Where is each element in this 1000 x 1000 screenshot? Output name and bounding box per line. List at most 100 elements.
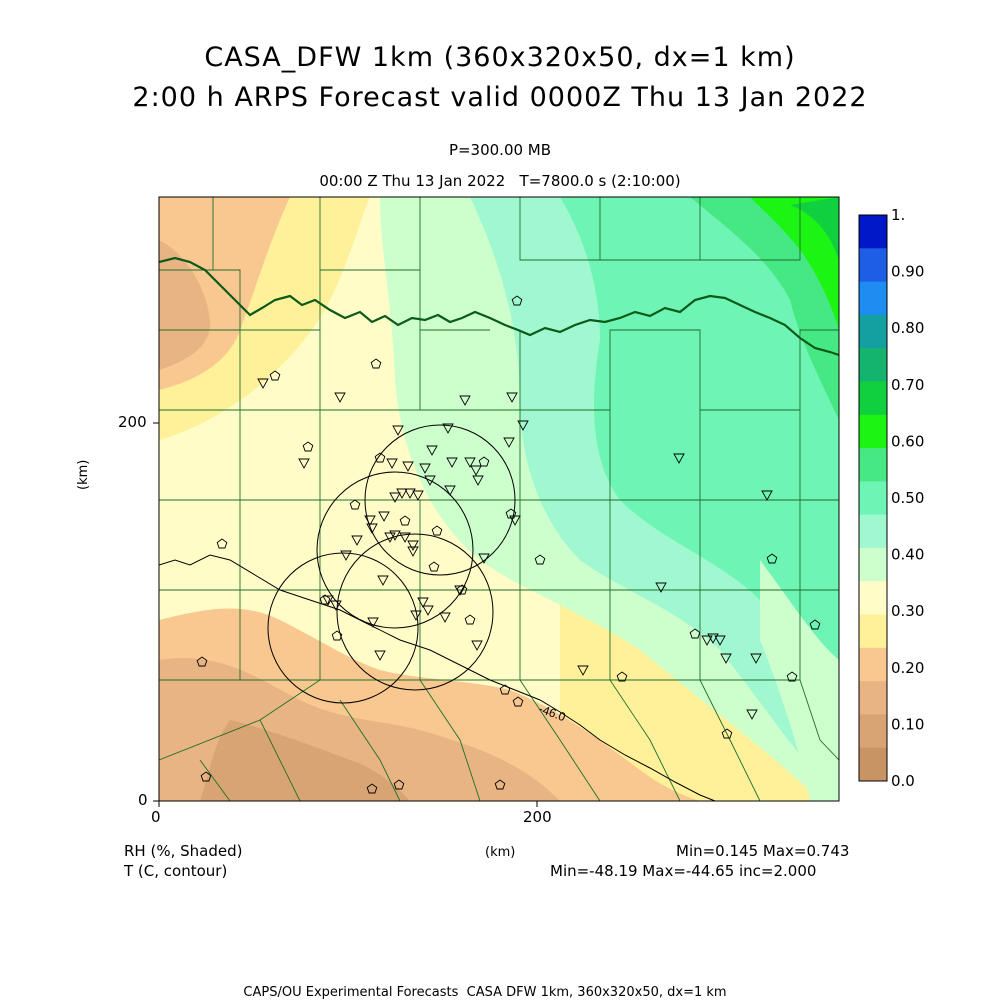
legend-label: 0.40 — [891, 546, 924, 564]
legend-label: 0.0 — [891, 772, 915, 790]
radar-ring — [316, 471, 474, 629]
legend-swatch — [859, 215, 887, 249]
radar-ring — [364, 424, 516, 576]
station-pentagon — [370, 358, 382, 369]
station-triangle — [442, 423, 454, 434]
station-triangle — [386, 458, 398, 469]
station-pentagon — [616, 671, 628, 682]
station-triangle — [517, 420, 529, 431]
station-triangle — [399, 532, 411, 543]
radar-range-rings — [267, 424, 516, 704]
station-pentagon — [196, 656, 208, 667]
station-triangle — [366, 523, 378, 534]
plot-title: CASA_DFW 1km (360x320x50, dx=1 km) — [204, 42, 796, 73]
station-triangle — [446, 457, 458, 468]
station-triangle — [419, 463, 431, 474]
legend-labels: 1. 0.90 0.80 0.70 0.60 0.50 0.40 0.30 0.20 0.10 0.… — [891, 206, 924, 790]
legend-swatch — [859, 514, 887, 549]
station-triangle — [439, 612, 451, 623]
station-pentagon — [511, 295, 523, 306]
y-axis-unit: (km) — [76, 459, 91, 490]
station-triangle — [374, 650, 386, 661]
station-triangle — [417, 597, 429, 608]
legend-label: 0.90 — [891, 263, 924, 281]
station-triangle — [424, 475, 436, 486]
station-triangle — [746, 709, 758, 720]
station-triangle — [459, 395, 471, 406]
station-pentagon — [200, 771, 212, 782]
station-pentagon — [464, 614, 476, 625]
legend-swatch — [859, 248, 887, 283]
station-triangle — [378, 511, 390, 522]
station-triangle — [367, 617, 379, 628]
county-boundaries — [159, 197, 839, 801]
station-triangle — [426, 445, 438, 456]
station-pentagon — [499, 684, 511, 695]
footer-credit: CAPS/OU Experimental Forecasts CASA DFW … — [243, 985, 727, 1000]
station-pentagon — [766, 553, 778, 564]
station-pentagon — [431, 525, 443, 536]
station-triangle — [577, 665, 589, 676]
radar-ring — [267, 552, 419, 704]
station-triangle — [714, 635, 726, 646]
legend-swatch — [859, 281, 887, 316]
rh-shaded-field — [159, 197, 839, 801]
station-pentagon — [302, 441, 314, 452]
station-triangle — [407, 546, 419, 557]
contour-field-range: Min=-48.19 Max=-44.65 inc=2.000 — [550, 862, 817, 880]
forecast-valid-time: 2:00 h ARPS Forecast valid 0000Z Thu 13 … — [132, 82, 868, 113]
station-triangle — [472, 475, 484, 486]
temperature-contour-line — [159, 554, 716, 801]
map-frame — [158, 196, 840, 802]
legend-frame — [858, 214, 888, 782]
station-pentagon — [349, 499, 361, 510]
legend-label: 0.50 — [891, 489, 924, 507]
station-pentagon — [478, 456, 490, 467]
station-triangle — [701, 635, 713, 646]
legend-swatch — [859, 448, 887, 482]
station-triangle — [257, 378, 269, 389]
rh-color-legend — [858, 214, 888, 782]
legend-swatch — [859, 348, 887, 382]
legend-label: 0.30 — [891, 602, 924, 620]
legend-label: 0.20 — [891, 659, 924, 677]
x-tick-200: 200 — [523, 808, 552, 826]
station-pentagon — [505, 508, 517, 519]
station-triangle — [673, 453, 685, 464]
legend-swatch — [859, 681, 887, 715]
y-tick-0: 0 — [138, 791, 148, 809]
station-triangle — [410, 610, 422, 621]
station-triangle — [389, 530, 401, 541]
legend-swatch — [859, 614, 887, 649]
legend-swatch — [859, 314, 887, 349]
station-triangle — [464, 457, 476, 468]
legend-swatch — [859, 747, 887, 782]
legend-label: 0.80 — [891, 319, 924, 337]
station-triangle — [761, 490, 773, 501]
station-triangle — [506, 392, 518, 403]
station-triangle — [503, 437, 515, 448]
station-markers — [196, 295, 821, 794]
state-boundary — [159, 256, 839, 357]
station-pentagon — [399, 515, 411, 526]
radar-ring — [336, 533, 494, 691]
legend-swatch — [859, 581, 887, 616]
station-triangle — [470, 465, 482, 476]
station-pentagon — [269, 370, 281, 381]
station-triangle — [334, 392, 346, 403]
shaded-field-name: RH (%, Shaded) — [124, 842, 243, 860]
station-pentagon — [456, 584, 468, 595]
station-pentagon — [366, 783, 378, 794]
station-pentagon — [428, 561, 440, 572]
station-triangle — [384, 532, 396, 543]
station-pentagon — [786, 671, 798, 682]
station-pentagon — [721, 728, 733, 739]
station-triangle — [330, 600, 342, 611]
station-triangle — [412, 490, 424, 501]
model-time-stamp: 00:00 Z Thu 13 Jan 2022 T=7800.0 s (2:10… — [319, 172, 681, 190]
station-triangle — [298, 458, 310, 469]
y-tick-200: 200 — [118, 413, 147, 431]
station-triangle — [351, 535, 363, 546]
station-triangle — [404, 488, 416, 499]
legend-label: 0.10 — [891, 715, 924, 733]
